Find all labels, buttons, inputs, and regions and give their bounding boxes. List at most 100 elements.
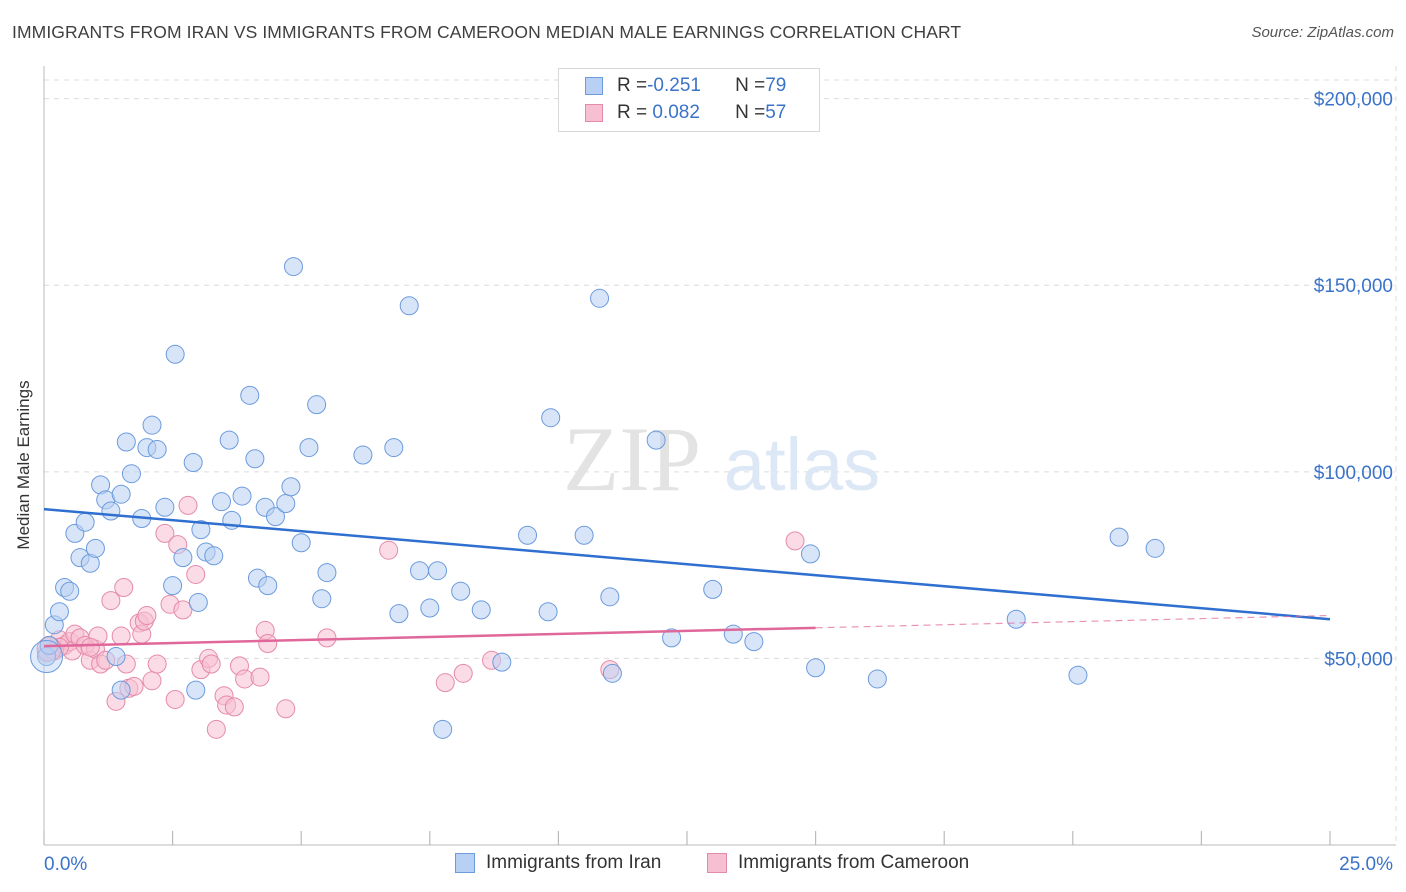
iran-point bbox=[574, 525, 594, 545]
cameroon-point bbox=[206, 719, 226, 739]
iran-point bbox=[471, 600, 491, 620]
cameroon-point bbox=[785, 531, 805, 551]
iran-point bbox=[204, 546, 224, 566]
iran-point bbox=[1109, 527, 1129, 547]
x-tick-label: 25.0% bbox=[1339, 854, 1393, 875]
iran-point bbox=[541, 408, 561, 428]
iran-point bbox=[389, 604, 409, 624]
watermark-zip: ZIP bbox=[563, 408, 701, 510]
iran-swatch bbox=[585, 77, 603, 95]
iran-point bbox=[121, 464, 141, 484]
cameroon-point bbox=[165, 689, 185, 709]
iran-point bbox=[317, 563, 337, 583]
cameroon-point bbox=[435, 673, 455, 693]
iran-point bbox=[800, 544, 820, 564]
iran-point bbox=[590, 288, 610, 308]
iran-point bbox=[147, 439, 167, 459]
iran-point-cluster bbox=[30, 640, 64, 674]
cameroon-point bbox=[317, 628, 337, 648]
y-tick-label: $50,000 bbox=[1324, 649, 1393, 670]
iran-point bbox=[240, 385, 260, 405]
cameroon-point bbox=[453, 663, 473, 683]
cameroon-point bbox=[201, 654, 221, 674]
bottom-legend: Immigrants from Iran Immigrants from Cam… bbox=[0, 852, 1406, 878]
iran-point bbox=[142, 415, 162, 435]
iran-point bbox=[211, 492, 231, 512]
legend-label-cameroon: Immigrants from Cameroon bbox=[738, 852, 970, 873]
cameroon-point bbox=[224, 697, 244, 717]
iran-swatch bbox=[455, 853, 475, 873]
iran-point bbox=[723, 624, 743, 644]
iran-point bbox=[258, 576, 278, 596]
iran-point bbox=[232, 486, 252, 506]
iran-point bbox=[155, 497, 175, 517]
iran-point bbox=[265, 507, 285, 527]
iran-point bbox=[399, 296, 419, 316]
iran-point bbox=[433, 719, 453, 739]
iran-point bbox=[183, 453, 203, 472]
iran-point bbox=[276, 494, 296, 514]
cameroon-trend-line bbox=[43, 626, 816, 648]
iran-point bbox=[602, 663, 622, 683]
iran-point bbox=[85, 538, 105, 558]
cameroon-point bbox=[173, 600, 193, 620]
iran-point bbox=[744, 632, 764, 652]
cameroon-point bbox=[155, 523, 175, 543]
legend-n-value: 79 bbox=[765, 75, 787, 96]
legend-row-iran: R = -0.251 N = 79 bbox=[559, 73, 786, 99]
cameroon-trend-extension bbox=[815, 614, 1331, 629]
iran-point bbox=[186, 680, 206, 700]
x-tick-labels: 0.0% 25.0% bbox=[44, 854, 1393, 875]
y-tick-label: $150,000 bbox=[1314, 276, 1393, 297]
legend-row-cameroon: R = 0.082 N = 57 bbox=[559, 100, 786, 126]
iran-point bbox=[291, 533, 311, 553]
legend-r-value: -0.251 bbox=[647, 75, 701, 96]
x-tick-label: 0.0% bbox=[44, 854, 87, 875]
iran-point bbox=[428, 561, 448, 581]
axes bbox=[43, 66, 1396, 846]
legend-item-cameroon[interactable]: Immigrants from Cameroon bbox=[707, 852, 969, 874]
stats-legend: R = -0.251 N = 79 R = 0.082 N = 57 bbox=[558, 68, 820, 132]
iran-point bbox=[1145, 538, 1165, 558]
iran-point bbox=[646, 430, 666, 450]
iran-point bbox=[518, 525, 538, 545]
iran-point bbox=[281, 477, 301, 497]
legend-r-value: 0.082 bbox=[647, 102, 700, 123]
iran-point bbox=[106, 647, 126, 667]
cameroon-point bbox=[80, 637, 100, 657]
cameroon-point bbox=[111, 626, 131, 646]
iran-point bbox=[49, 602, 69, 622]
iran-point bbox=[353, 445, 373, 465]
cameroon-point bbox=[178, 495, 198, 515]
legend-n-label: N = bbox=[735, 75, 766, 96]
iran-point bbox=[116, 432, 136, 452]
source-label: Source: ZipAtlas.com bbox=[1251, 24, 1394, 41]
y-tick-labels: $50,000 $100,000 $150,000 $200,000 bbox=[1314, 90, 1393, 671]
y-axis-label: Median Male Earnings bbox=[14, 380, 33, 550]
iran-point bbox=[219, 430, 239, 450]
watermark: ZIP atlas bbox=[563, 408, 880, 510]
iran-point bbox=[245, 449, 265, 469]
legend-r-label: R = bbox=[617, 102, 648, 123]
cameroon-point bbox=[250, 667, 270, 687]
iran-point bbox=[312, 589, 332, 609]
cameroon-point bbox=[186, 564, 206, 584]
iran-point bbox=[75, 512, 95, 532]
iran-point bbox=[538, 602, 558, 622]
iran-point bbox=[299, 438, 319, 458]
iran-point bbox=[188, 592, 208, 612]
iran-point bbox=[1006, 609, 1026, 629]
iran-point bbox=[451, 581, 471, 601]
y-tick-label: $100,000 bbox=[1314, 463, 1393, 484]
legend-item-iran[interactable]: Immigrants from Iran bbox=[455, 852, 661, 874]
iran-point bbox=[191, 520, 211, 540]
cameroon-point bbox=[379, 540, 399, 560]
iran-point bbox=[867, 669, 887, 689]
cameroon-point bbox=[147, 654, 167, 674]
iran-point bbox=[283, 257, 303, 277]
cameroon-points bbox=[36, 495, 805, 739]
iran-point bbox=[662, 628, 682, 648]
iran-point bbox=[163, 576, 183, 596]
iran-point bbox=[307, 395, 327, 415]
